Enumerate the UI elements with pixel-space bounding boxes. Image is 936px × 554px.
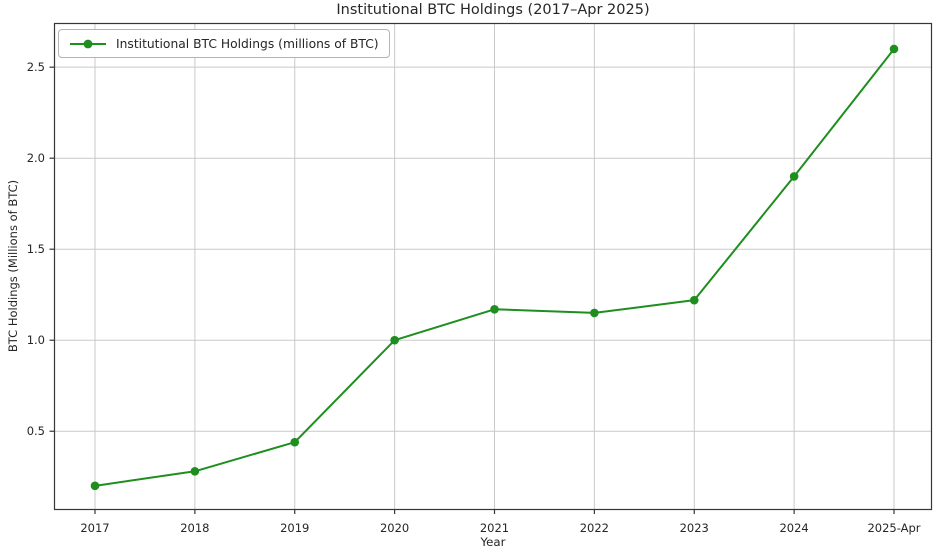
data-point [290, 437, 300, 447]
x-tick-label: 2018 [180, 521, 209, 535]
x-tick-label: 2025-Apr [867, 521, 920, 535]
axis-tick-marks [49, 66, 895, 514]
data-point [789, 172, 799, 181]
x-tick-label: 2024 [779, 521, 808, 535]
y-tick-label: 0.5 [27, 424, 45, 438]
data-point [490, 304, 499, 314]
data-point [90, 481, 100, 491]
tick-labels: 2017 2018 2019 2020 2021 2022 2023 2024 2025-Apr… [27, 60, 921, 535]
legend: Institutional BTC Holdings (millions of … [58, 29, 390, 58]
data-point [190, 466, 200, 476]
legend-line-marker-icon [70, 39, 106, 48]
legend-label: Institutional BTC Holdings (millions of … [116, 36, 379, 51]
data-series [90, 44, 899, 491]
y-tick-label: 2.5 [27, 60, 45, 74]
grid-lines [54, 23, 932, 510]
data-point [390, 335, 399, 345]
x-tick-label: 2023 [680, 521, 709, 535]
y-axis-label: BTC Holdings (Millions of BTC) [6, 179, 20, 353]
x-tick-label: 2020 [380, 521, 409, 535]
data-point [590, 308, 599, 318]
x-tick-label: 2021 [480, 521, 509, 535]
x-axis-label: Year [480, 535, 506, 549]
x-tick-label: 2019 [280, 521, 309, 535]
x-tick-label: 2017 [80, 521, 109, 535]
x-tick-label: 2022 [580, 521, 609, 535]
y-tick-label: 1.0 [27, 333, 45, 347]
plot-border [53, 22, 933, 511]
data-point [689, 295, 699, 305]
data-point [889, 44, 899, 54]
y-tick-label: 2.0 [27, 151, 45, 165]
y-tick-label: 1.5 [27, 242, 45, 256]
chart-title: Institutional BTC Holdings (2017–Apr 202… [336, 2, 650, 18]
